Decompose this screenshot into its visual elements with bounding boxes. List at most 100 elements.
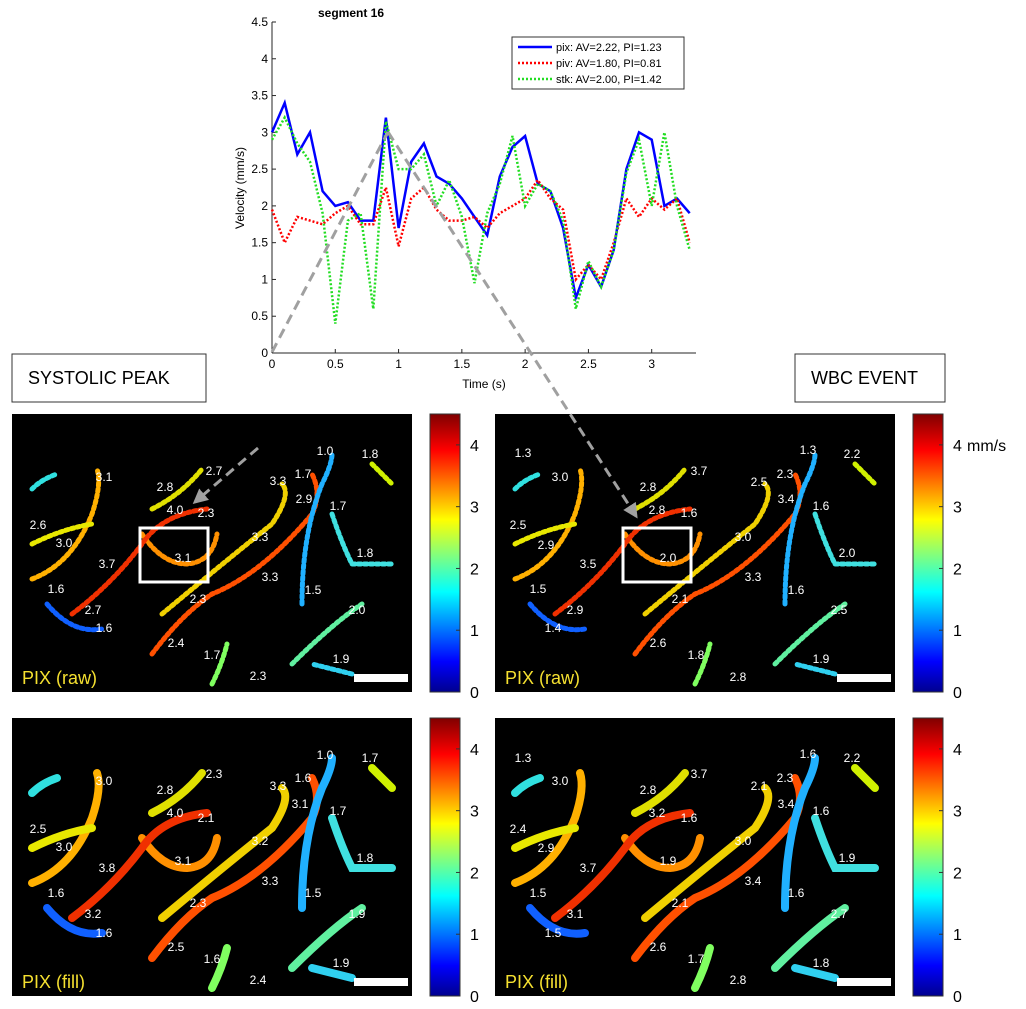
vessel-label: 2.5 (168, 940, 185, 954)
scale-bar (837, 978, 891, 986)
legend-box (511, 36, 685, 90)
header-box (794, 353, 946, 403)
vessel-label: 1.6 (788, 583, 805, 597)
vessel-label: 2.7 (831, 907, 848, 921)
vessel (298, 754, 336, 912)
vessel (552, 506, 693, 617)
vessel-label: 3.2 (649, 806, 666, 820)
vessel-label: 1.9 (660, 854, 677, 868)
vessel (792, 661, 838, 677)
vessel-label: 2.2 (844, 447, 861, 461)
colorbar (912, 717, 944, 997)
x-tick-label: 1 (395, 357, 402, 371)
vessel (511, 824, 579, 852)
vessel-label: 1.6 (813, 804, 830, 818)
vessel-label: 2.5 (831, 603, 848, 617)
x-tick-label: 3 (648, 357, 655, 371)
header-box (11, 353, 207, 403)
vessel-label: 3.7 (99, 557, 116, 571)
colorbar-tick-label: 4 (953, 438, 962, 455)
vessel-label: 2.9 (567, 603, 584, 617)
panel-label: PIX (raw) (22, 668, 97, 688)
vessel-label: 3.3 (270, 779, 287, 793)
colorbar-tick-label: 0 (470, 685, 479, 702)
vessel-label: 3.4 (778, 797, 795, 811)
vessel-label: 1.7 (330, 499, 347, 513)
vessel-label: 2.8 (157, 480, 174, 494)
y-tick-label: 1.5 (251, 236, 268, 250)
image-panel: 1.0 1.7 3.0 2.3 2.8 3.3 1.6 3.1 1.7 4.0 2.1 2.5 3.2 3… (12, 718, 412, 996)
header: SYSTOLIC PEAK (28, 368, 170, 388)
vessel-label: 1.6 (204, 952, 221, 966)
vessel (148, 769, 206, 817)
vessel-label: 1.0 (317, 444, 334, 458)
vessel (29, 471, 60, 492)
vessel-label: 3.1 (292, 797, 309, 811)
vessel-label: 3.0 (96, 774, 113, 788)
vessel-label: 1.7 (330, 804, 347, 818)
vessel-label: 3.3 (262, 874, 279, 888)
panel-label: PIX (fill) (505, 972, 568, 992)
vessel-label: 1.7 (204, 648, 221, 662)
colorbar (429, 717, 461, 997)
vessel (512, 466, 585, 582)
vessel-label: 1.6 (295, 771, 312, 785)
vessel (149, 466, 205, 512)
colorbar-tick-label: 4 (470, 742, 479, 759)
vessel-label: 1.3 (800, 443, 817, 457)
pointer (270, 131, 390, 353)
vessel-label: 1.9 (839, 851, 856, 865)
colorbar-tick-label: 3 (470, 804, 479, 821)
vessel-label: 1.7 (295, 467, 312, 481)
vessel (812, 511, 878, 567)
vessel (328, 814, 396, 872)
x-tick-label: 2 (522, 357, 529, 371)
vessel-label: 3.0 (735, 834, 752, 848)
vessel (299, 451, 335, 607)
colorbar-tick-label: 2 (470, 865, 479, 882)
vessel (791, 964, 839, 982)
vessel (29, 466, 102, 582)
vessel-label: 1.8 (688, 648, 705, 662)
vessel-label: 3.7 (691, 464, 708, 478)
vessel-label: 2.1 (198, 811, 215, 825)
vessel-label: 3.0 (552, 470, 569, 484)
vessel-label: 1.6 (813, 499, 830, 513)
vessel-label: 1.6 (96, 621, 113, 635)
x-tick-label: 2.5 (580, 357, 597, 371)
vessel-label: 2.5 (751, 475, 768, 489)
vessel (811, 814, 879, 872)
vessel-label: 1.5 (530, 886, 547, 900)
vessel-label: 3.5 (580, 557, 597, 571)
y-tick-label: 3.5 (251, 89, 268, 103)
vessel-label: 2.3 (190, 896, 207, 910)
colorbar-tick-label: 2 (953, 865, 962, 882)
vessel (692, 641, 713, 687)
vessel (139, 531, 220, 567)
vessel (209, 641, 230, 687)
vessel (851, 764, 879, 792)
scale-bar (354, 674, 408, 682)
vessel-label: 3.0 (735, 530, 752, 544)
vessel-label: 2.7 (206, 464, 223, 478)
vessel (781, 754, 819, 912)
vessel (782, 451, 818, 607)
vessel-label: 4.0 (167, 503, 184, 517)
line-series (270, 114, 691, 324)
vessel (369, 461, 395, 487)
colorbar-tick-label: 1 (470, 623, 479, 640)
vessel (28, 824, 96, 852)
vessel (852, 461, 878, 487)
vessel (158, 784, 290, 922)
colorbar-unit: mm/s (967, 438, 1006, 455)
vessel (527, 601, 588, 633)
vessel (512, 521, 578, 547)
legend-label: pix: AV=2.22, PI=1.23 (556, 42, 662, 54)
vessel-label: 2.1 (751, 779, 768, 793)
x-tick-label: 0 (269, 357, 276, 371)
roi-box (621, 526, 693, 584)
image-panel: 1.3 1.6 2.2 3.0 3.7 2.3 2.1 2.8 3.4 3.2 1.6 1.6 2.4 3… (495, 718, 895, 996)
vessel-label: 2.2 (844, 751, 861, 765)
vessel-label: 3.3 (262, 570, 279, 584)
vessel-label: 3.1 (175, 854, 192, 868)
